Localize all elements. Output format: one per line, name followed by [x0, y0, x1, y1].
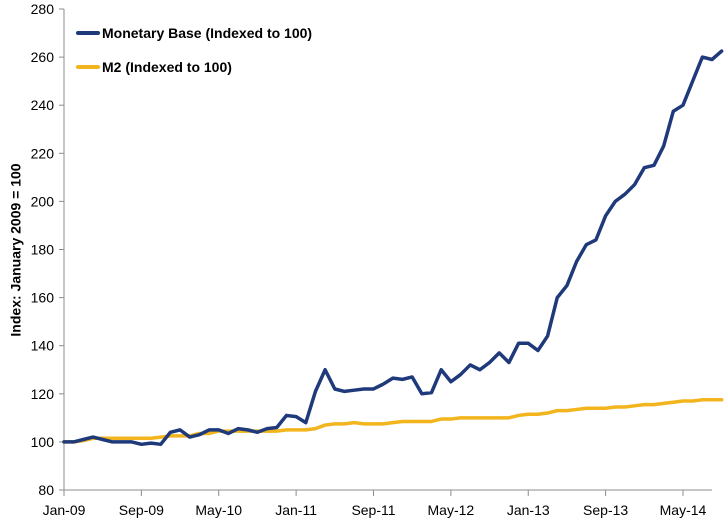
y-tick-label: 180: [31, 242, 55, 258]
legend-label-monetary-base: Monetary Base (Indexed to 100): [102, 25, 312, 41]
y-axis: 80 100 120 140 160 180 200 220 240 260 280: [31, 1, 64, 498]
legend-label-m2: M2 (Indexed to 100): [102, 59, 232, 75]
x-tick-label: May-14: [660, 502, 707, 518]
y-tick-label: 160: [31, 290, 55, 306]
y-tick-label: 200: [31, 193, 55, 209]
x-tick-label: Sep-13: [583, 502, 628, 518]
y-tick-label: 140: [31, 338, 55, 354]
y-tick-label: 260: [31, 49, 55, 65]
x-tick-label: Jan-13: [507, 502, 550, 518]
series-line-m2: [62, 398, 724, 444]
y-tick-label: 120: [31, 386, 55, 402]
legend: Monetary Base (Indexed to 100) M2 (Index…: [76, 25, 312, 75]
x-axis: Jan-09 Sep-09 May-10 Jan-11 Sep-11 May-12 Jan-…: [43, 490, 707, 518]
x-tick-label: May-12: [428, 502, 475, 518]
x-tick-label: Jan-11: [275, 502, 317, 518]
x-tick-label: Sep-11: [351, 502, 395, 518]
y-tick-label: 80: [38, 482, 54, 498]
x-tick-label: Jan-09: [43, 502, 86, 518]
series-line-monetary-base: [62, 49, 724, 447]
y-axis-title: Index: January 2009 = 100: [8, 163, 24, 336]
y-tick-label: 220: [31, 145, 55, 161]
y-tick-label: 280: [31, 1, 55, 17]
series-group: [62, 49, 724, 447]
x-tick-label: Sep-09: [119, 502, 164, 518]
y-tick-label: 240: [31, 97, 55, 113]
x-tick-label: May-10: [195, 502, 242, 518]
y-tick-label: 100: [31, 434, 55, 450]
